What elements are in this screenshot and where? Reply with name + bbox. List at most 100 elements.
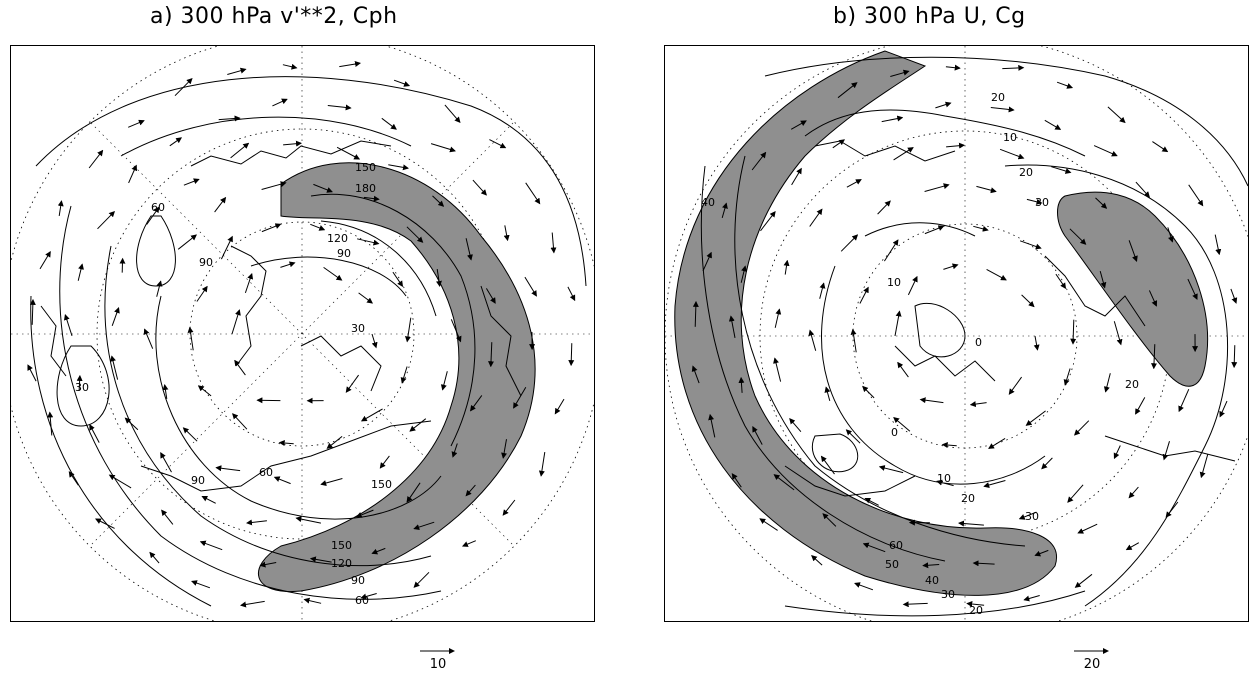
contour-label: 30 <box>1025 510 1039 523</box>
vector-arrow <box>1021 294 1035 308</box>
vector-arrow <box>837 82 858 99</box>
vector-arrow <box>156 280 163 297</box>
vector-arrow <box>197 385 212 397</box>
vector-arrow <box>336 146 361 160</box>
vector-arrow <box>161 509 174 525</box>
vector-arrow <box>897 361 909 378</box>
contour-label: 30 <box>941 588 955 601</box>
vector-arrow <box>773 474 795 491</box>
vector-arrow <box>88 149 104 169</box>
vector-arrow <box>371 547 386 555</box>
vector-arrow <box>502 499 516 516</box>
vector-arrow <box>108 474 132 489</box>
contour-label: 50 <box>885 558 899 571</box>
vector-arrow <box>990 106 1015 113</box>
vector-arrow <box>708 413 716 438</box>
vector-arrow <box>935 101 952 109</box>
contour-label: 30 <box>1035 196 1049 209</box>
vector-arrow <box>1165 501 1179 518</box>
vector-arrow <box>149 551 160 564</box>
vector-arrow <box>450 319 462 343</box>
vector-arrow <box>280 261 296 268</box>
vector-arrow <box>760 211 776 232</box>
vector-arrow <box>538 452 546 477</box>
vector-arrow <box>862 385 875 399</box>
vector-arrow <box>358 292 374 304</box>
vector-arrow <box>1070 319 1077 345</box>
vector-arrow <box>309 556 332 563</box>
contour-label: 90 <box>337 247 351 260</box>
contour-label-group: 20 10 20 30 40 10 0 20 10 20 30 60 50 40… <box>701 91 1139 617</box>
vector-arrow <box>246 519 267 526</box>
contour-label: 120 <box>331 557 352 570</box>
contour-label: 40 <box>701 196 715 209</box>
vector-arrow <box>187 326 194 351</box>
vector-arrow <box>201 495 216 504</box>
vector-arrow <box>303 597 322 604</box>
vector-arrow <box>27 364 37 382</box>
vector-arrow <box>820 455 835 475</box>
vector-arrow <box>854 582 874 591</box>
contour-label: 30 <box>351 322 365 335</box>
vector-arrow <box>261 223 282 233</box>
vector-arrow <box>313 183 333 193</box>
vector-arrow <box>1113 321 1123 346</box>
vector-arrow <box>740 265 747 283</box>
vector-arrow <box>550 232 557 254</box>
contour-label: 60 <box>151 201 165 214</box>
contour-label: 10 <box>887 276 901 289</box>
vector-arrow <box>1219 400 1228 418</box>
vector-arrow <box>488 342 495 368</box>
reference-arrow-icon <box>1074 648 1109 654</box>
vector-arrow <box>283 140 302 147</box>
vector-arrow <box>809 208 823 227</box>
reference-vector-a: 10 <box>418 645 458 675</box>
vector-arrow <box>988 437 1006 449</box>
contour-label: 120 <box>327 232 348 245</box>
vector-arrow <box>174 77 193 97</box>
vector-arrow <box>702 251 712 272</box>
vector-arrow <box>110 355 119 380</box>
vector-arrow <box>227 67 247 75</box>
vector-arrow <box>400 366 408 384</box>
contour-lines <box>700 56 1248 617</box>
vector-arrow <box>773 357 782 382</box>
vector-arrow <box>409 418 427 432</box>
vector-arrow <box>824 386 831 402</box>
vector-arrow <box>890 69 910 77</box>
vector-arrow <box>128 119 145 128</box>
panel-a-title: a) 300 hPa v'**2, Cph <box>150 4 398 29</box>
contour-label: 0 <box>891 426 898 439</box>
vector-arrow <box>465 484 476 497</box>
contour-label: 60 <box>355 594 369 607</box>
vector-arrow <box>808 329 817 351</box>
vector-arrow <box>1002 64 1025 71</box>
vector-arrow <box>976 185 997 194</box>
vector-arrow <box>273 476 291 485</box>
vector-arrow <box>413 571 430 588</box>
reference-arrow-icon <box>420 648 455 654</box>
vector-arrow <box>554 398 565 415</box>
contour-label: 10 <box>1003 131 1017 144</box>
vector-arrow <box>393 79 411 87</box>
vector-arrow <box>774 308 782 328</box>
contour-label: 0 <box>975 336 982 349</box>
vector-arrow <box>862 542 886 553</box>
vector-arrow <box>1063 368 1071 386</box>
vector-arrow <box>1162 441 1170 461</box>
vector-arrow <box>751 151 767 171</box>
vector-arrow <box>893 147 914 161</box>
vector-arrow <box>878 465 904 474</box>
vector-arrow <box>811 555 823 566</box>
vector-arrow <box>379 455 390 469</box>
vector-arrow <box>973 225 989 232</box>
vector-arrow <box>1135 397 1146 415</box>
vector-arrow <box>924 225 945 235</box>
vector-arrow <box>1095 197 1108 209</box>
vector-arrow <box>230 142 250 159</box>
vector-arrow <box>568 343 575 367</box>
vector-arrow <box>162 384 169 399</box>
contour-label: 150 <box>355 161 376 174</box>
vector-arrow <box>451 443 458 458</box>
vector-arrow <box>320 478 343 486</box>
